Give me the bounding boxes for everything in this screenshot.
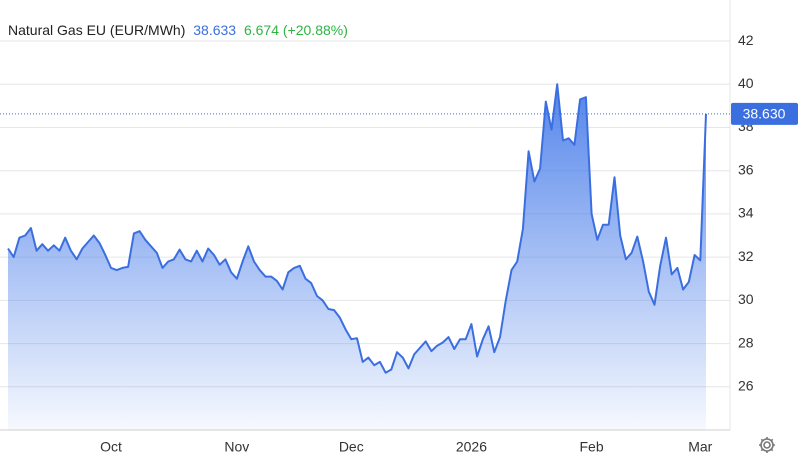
chart-title: Natural Gas EU (EUR/MWh) (8, 22, 185, 38)
y-tick-label: 26 (738, 377, 754, 393)
settings-icon[interactable] (759, 437, 775, 453)
y-tick-label: 40 (738, 75, 754, 91)
x-tick-label: Feb (580, 439, 604, 455)
change: 6.674 (+20.88%) (244, 22, 348, 38)
last-price-box (731, 102, 798, 125)
x-tick-label: Nov (224, 439, 249, 455)
y-tick-label: 42 (738, 32, 754, 48)
y-tick-label: 32 (738, 248, 754, 264)
x-tick-label: Mar (688, 439, 712, 455)
x-tick-label: Dec (339, 439, 364, 455)
last-price-label: 38.630 (743, 106, 786, 122)
y-tick-label: 28 (738, 334, 754, 350)
y-tick-label: 30 (738, 291, 754, 307)
y-tick-label: 34 (738, 205, 754, 221)
x-tick-label: 2026 (456, 439, 487, 455)
y-tick-label: 36 (738, 161, 754, 177)
chart-header: Natural Gas EU (EUR/MWh) 38.633 6.674 (+… (8, 22, 348, 38)
line (7, 83, 707, 374)
last-value: 38.633 (193, 22, 236, 38)
x-tick-label: Oct (100, 439, 122, 455)
